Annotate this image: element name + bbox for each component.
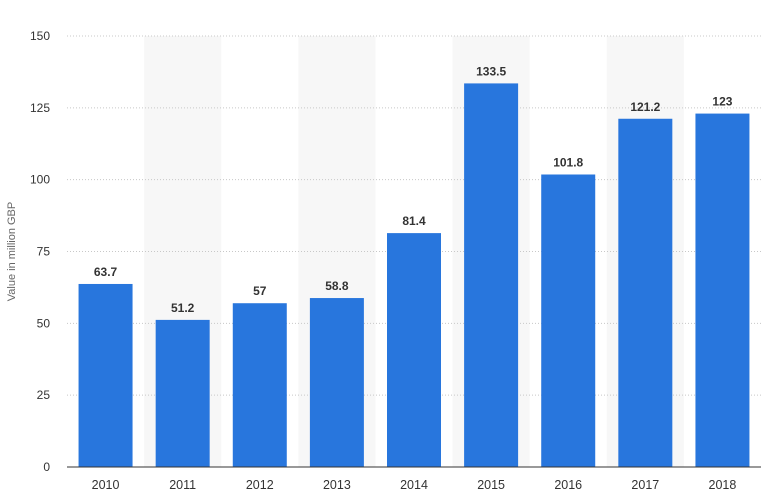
x-tick-label-2013: 2013 <box>323 478 351 492</box>
bar-2012[interactable] <box>232 303 287 467</box>
bars-group <box>78 83 750 467</box>
data-label-2018: 123 <box>712 95 732 109</box>
y-tick-label: 100 <box>30 173 50 187</box>
bar-2017[interactable] <box>618 118 673 467</box>
x-tick-label-2016: 2016 <box>554 478 582 492</box>
data-labels-group: 63.7 51.2 57 58.8 81.4 133.5 101.8 121.2 123 <box>94 64 733 314</box>
y-tick-label: 125 <box>30 101 50 115</box>
y-tick-label: 75 <box>37 245 51 259</box>
data-label-2012: 57 <box>253 284 267 298</box>
x-tick-label-2014: 2014 <box>400 478 428 492</box>
x-tick-label-2015: 2015 <box>477 478 505 492</box>
bar-2016[interactable] <box>541 174 596 467</box>
bar-2013[interactable] <box>309 298 364 467</box>
data-label-2015: 133.5 <box>476 64 506 78</box>
x-tick-label-2010: 2010 <box>92 478 120 492</box>
bar-2018[interactable] <box>695 113 750 467</box>
y-tick-label: 150 <box>30 29 50 43</box>
data-label-2013: 58.8 <box>325 279 349 293</box>
bar-2014[interactable] <box>387 233 441 467</box>
y-tick-label: 50 <box>37 316 51 330</box>
x-axis-ticks: 2010 2011 2012 2013 2014 2015 2016 2017 2018 <box>92 478 737 492</box>
bar-2010[interactable] <box>78 283 133 467</box>
data-label-2017: 121.2 <box>630 100 660 114</box>
data-label-2010: 63.7 <box>94 265 118 279</box>
y-tick-label: 0 <box>43 460 50 474</box>
data-label-2014: 81.4 <box>402 214 426 228</box>
x-tick-label-2012: 2012 <box>246 478 274 492</box>
x-tick-label-2017: 2017 <box>631 478 659 492</box>
y-tick-label: 25 <box>37 388 51 402</box>
x-tick-label-2018: 2018 <box>709 478 737 492</box>
data-label-2011: 51.2 <box>171 301 195 315</box>
bar-2015[interactable] <box>464 83 519 467</box>
bar-2011[interactable] <box>155 319 210 467</box>
y-axis-ticks: 0 25 50 75 100 125 150 <box>30 29 50 474</box>
data-label-2016: 101.8 <box>553 155 583 169</box>
x-tick-label-2011: 2011 <box>169 478 196 492</box>
y-axis-title: Value in million GBP <box>6 202 18 301</box>
